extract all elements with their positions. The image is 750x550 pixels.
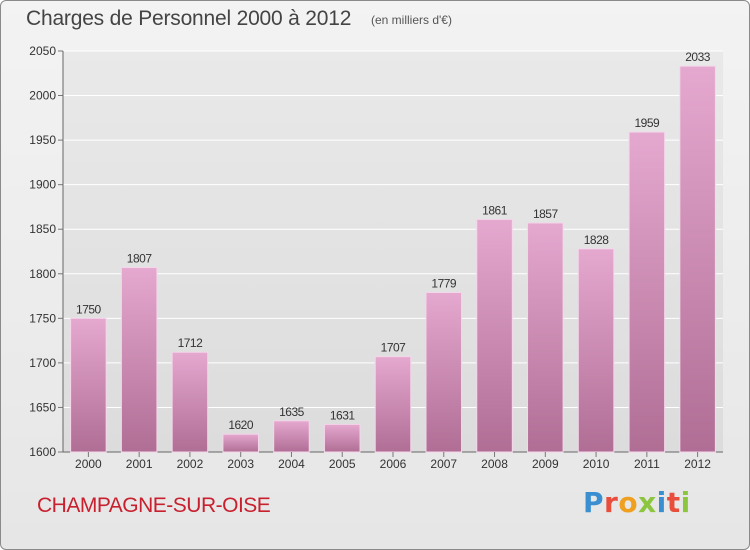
x-tick-label: 2007 — [430, 457, 457, 471]
bar — [171, 351, 209, 453]
data-label: 1635 — [279, 405, 305, 419]
bar — [323, 423, 361, 453]
bar — [120, 267, 158, 453]
x-tick-label: 2012 — [684, 457, 711, 471]
y-tick-label: 1950 — [29, 133, 56, 147]
x-tick-label: 2003 — [227, 457, 254, 471]
bar — [70, 317, 107, 453]
y-tick-label: 1900 — [29, 178, 56, 192]
data-label: 1620 — [228, 418, 254, 432]
x-tick-label: 2004 — [278, 457, 305, 471]
x-tick-label: 2005 — [329, 457, 356, 471]
y-tick-label: 1850 — [29, 222, 56, 236]
x-tick-label: 2006 — [380, 457, 407, 471]
data-label: 1707 — [381, 341, 407, 355]
y-tick-label: 1750 — [29, 311, 56, 325]
y-tick-label: 1800 — [29, 267, 56, 281]
bar — [273, 420, 310, 453]
data-label: 1807 — [127, 252, 153, 266]
data-label: 1861 — [482, 203, 508, 217]
chart-title: Charges de Personnel 2000 à 2012 — [26, 7, 352, 30]
proxiti-logo: Proxiti — [583, 486, 691, 519]
chart-subtitle: (en milliers d'€) — [371, 13, 452, 27]
y-tick-label: 1600 — [29, 445, 56, 459]
data-label: 1631 — [330, 408, 356, 422]
data-label: 2033 — [685, 50, 711, 64]
y-tick-label: 2000 — [29, 89, 56, 103]
bar — [679, 65, 716, 453]
y-tick-label: 1650 — [29, 400, 56, 414]
data-label: 1828 — [584, 233, 610, 247]
x-tick-label: 2000 — [75, 457, 102, 471]
data-label: 1857 — [533, 207, 559, 221]
x-tick-label: 2002 — [177, 457, 204, 471]
bar — [628, 131, 666, 453]
commune-name: CHAMPAGNE-SUR-OISE — [37, 494, 271, 517]
y-tick-label: 2050 — [29, 44, 56, 58]
x-tick-label: 2011 — [634, 457, 660, 471]
x-tick-label: 2009 — [532, 457, 559, 471]
data-label: 1959 — [634, 116, 660, 130]
data-label: 1750 — [76, 302, 102, 316]
bar — [425, 291, 463, 453]
bar — [476, 218, 513, 453]
bar — [222, 433, 259, 453]
data-label: 1712 — [178, 336, 204, 350]
bar — [527, 222, 564, 453]
bar — [374, 356, 412, 453]
bar — [577, 248, 615, 453]
x-tick-label: 2010 — [583, 457, 610, 471]
x-tick-label: 2001 — [126, 457, 153, 471]
y-tick-label: 1700 — [29, 356, 56, 370]
data-label: 1779 — [431, 276, 457, 290]
x-tick-label: 2008 — [481, 457, 508, 471]
